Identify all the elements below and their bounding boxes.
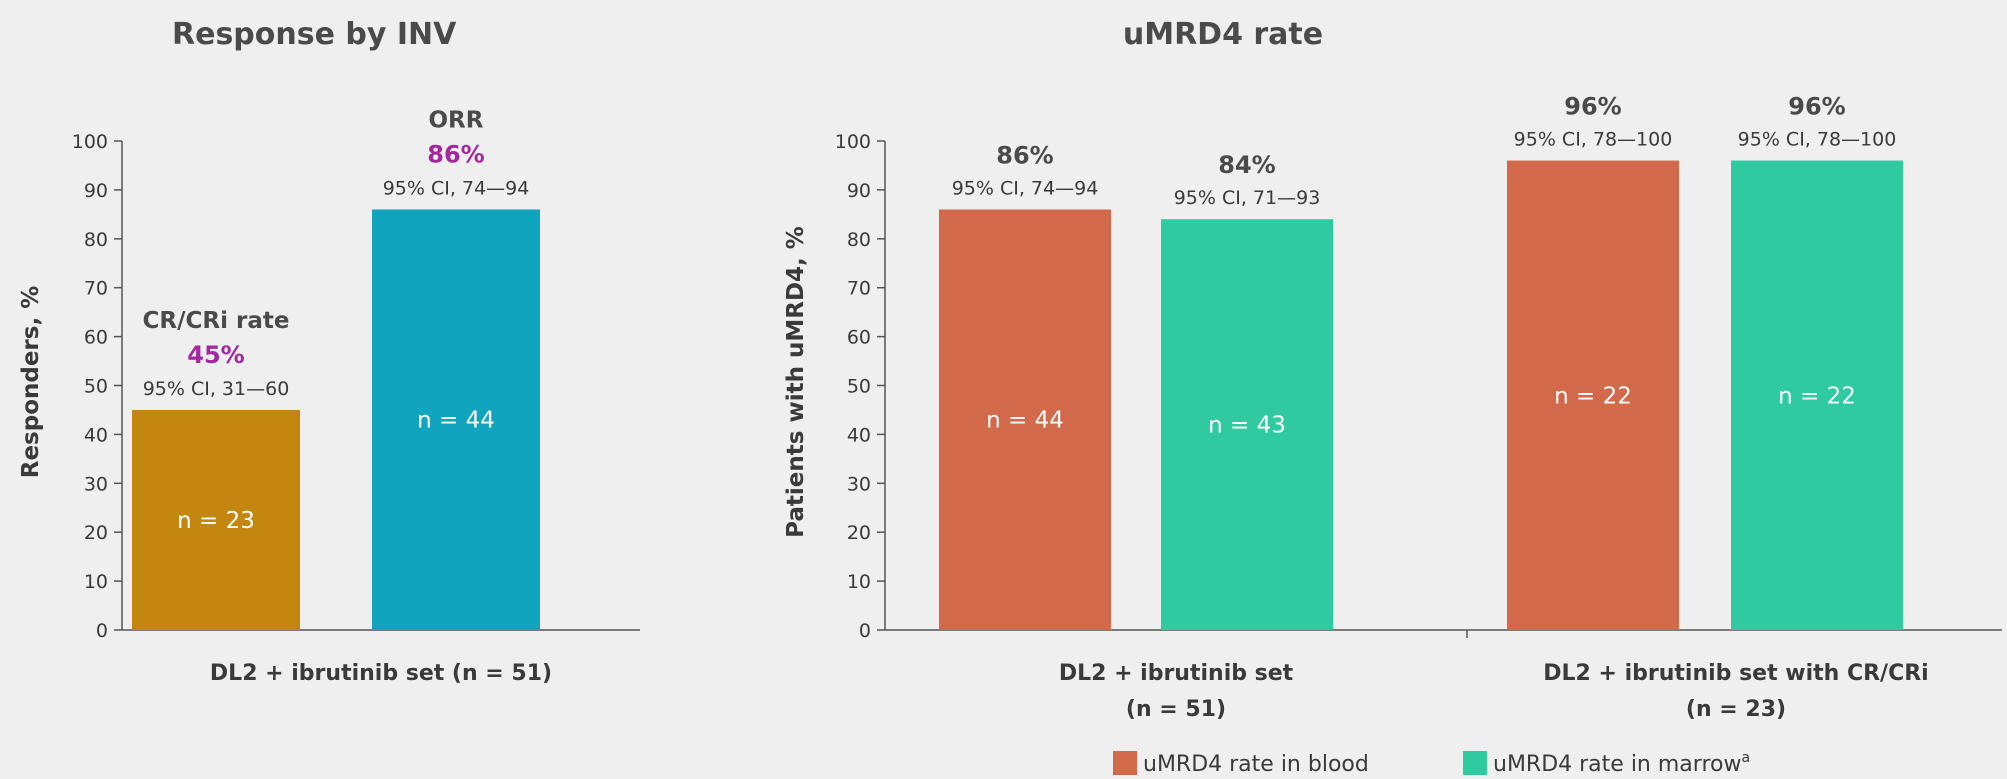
right-x-category-1-line2: (n = 51) <box>1126 697 1226 722</box>
legend-label-marrow: uMRD4 rate in marrowa <box>1493 750 1750 777</box>
y-tick-label: 40 <box>84 424 108 446</box>
bar-cr-cri-rate <box>132 409 300 630</box>
y-tick-label: 70 <box>84 278 108 300</box>
right-x-category-2-line1: DL2 + ibrutinib set with CR/CRi <box>1543 661 1928 686</box>
bar-orr-percent: 86% <box>427 140 484 168</box>
bar-cr-cri-label: CR/CRi rate <box>143 308 290 334</box>
bar-blood-crcri-ci: 95% CI, 78—100 <box>1514 129 1673 151</box>
bar-blood-dl2-ci: 95% CI, 74—94 <box>952 177 1099 199</box>
y-tick-label: 40 <box>847 424 871 446</box>
bar-cr-cri-ci: 95% CI, 31—60 <box>143 378 290 400</box>
bar-orr-n: n = 44 <box>417 408 495 434</box>
bar-orr-ci: 95% CI, 74—94 <box>383 177 530 199</box>
right-x-category-1-line1: DL2 + ibrutinib set <box>1059 661 1294 686</box>
y-tick-label: 60 <box>84 327 108 349</box>
y-tick-label: 20 <box>84 522 108 544</box>
bar-marrow-dl2-n: n = 43 <box>1208 413 1286 439</box>
legend-swatch-blood <box>1113 751 1137 775</box>
bar-blood-crcri <box>1507 160 1679 630</box>
y-tick-label: 30 <box>84 473 108 495</box>
legend-swatch-marrow <box>1463 751 1487 775</box>
bar-blood-dl2-n: n = 44 <box>986 408 1064 434</box>
legend-label-blood: uMRD4 rate in blood <box>1143 752 1369 777</box>
y-tick-label: 80 <box>84 229 108 251</box>
bar-marrow-crcri-ci: 95% CI, 78—100 <box>1738 129 1897 151</box>
legend-label-marrow-text: uMRD4 rate in marrow <box>1493 752 1741 777</box>
legend-label-marrow-sup: a <box>1741 750 1750 766</box>
bar-marrow-crcri-n: n = 22 <box>1778 383 1856 409</box>
left-x-category-label: DL2 + ibrutinib set (n = 51) <box>210 661 552 686</box>
right-x-category-2-line2: (n = 23) <box>1686 697 1786 722</box>
bar-marrow-dl2-percent: 84% <box>1218 151 1275 179</box>
y-tick-label: 20 <box>847 522 871 544</box>
left-chart-title: Response by INV <box>172 17 457 52</box>
bar-marrow-dl2 <box>1161 219 1333 631</box>
y-tick-label: 90 <box>84 180 108 202</box>
bar-blood-dl2-percent: 86% <box>996 141 1053 169</box>
y-tick-label: 80 <box>847 229 871 251</box>
y-tick-label: 10 <box>847 571 871 593</box>
right-y-ticks: 0 10 20 30 40 50 60 70 80 90 100 <box>835 131 885 642</box>
left-y-axis-title: Responders, % <box>18 286 44 479</box>
bar-cr-cri-percent: 45% <box>187 341 244 369</box>
bar-blood-crcri-n: n = 22 <box>1554 383 1632 409</box>
y-tick-label: 0 <box>96 620 108 642</box>
left-y-ticks: 0 10 20 30 40 50 60 70 80 90 100 <box>72 131 122 642</box>
bar-blood-crcri-percent: 96% <box>1564 93 1621 121</box>
left-chart: Response by INV Responders, % 0 10 20 30 40 5… <box>18 17 640 686</box>
y-tick-label: 50 <box>847 376 871 398</box>
right-y-axis-title: Patients with uMRD4, % <box>783 226 809 538</box>
right-chart-title: uMRD4 rate <box>1123 17 1323 52</box>
bar-cr-cri-n: n = 23 <box>177 508 255 534</box>
bar-orr <box>372 209 540 630</box>
y-tick-label: 70 <box>847 278 871 300</box>
bar-marrow-crcri-percent: 96% <box>1788 93 1845 121</box>
y-tick-label: 100 <box>835 131 871 153</box>
y-tick-label: 0 <box>859 620 871 642</box>
y-tick-label: 30 <box>847 473 871 495</box>
y-tick-label: 100 <box>72 131 108 153</box>
right-chart: uMRD4 rate Patients with uMRD4, % 0 10 20 3… <box>783 17 2002 777</box>
bar-marrow-crcri <box>1731 160 1903 630</box>
bar-blood-dl2 <box>939 209 1111 630</box>
legend: uMRD4 rate in blood uMRD4 rate in marrow… <box>1113 750 1750 777</box>
y-tick-label: 10 <box>84 571 108 593</box>
y-tick-label: 50 <box>84 376 108 398</box>
y-tick-label: 60 <box>847 327 871 349</box>
bar-marrow-dl2-ci: 95% CI, 71—93 <box>1174 187 1321 209</box>
bar-orr-label: ORR <box>429 107 484 133</box>
y-tick-label: 90 <box>847 180 871 202</box>
